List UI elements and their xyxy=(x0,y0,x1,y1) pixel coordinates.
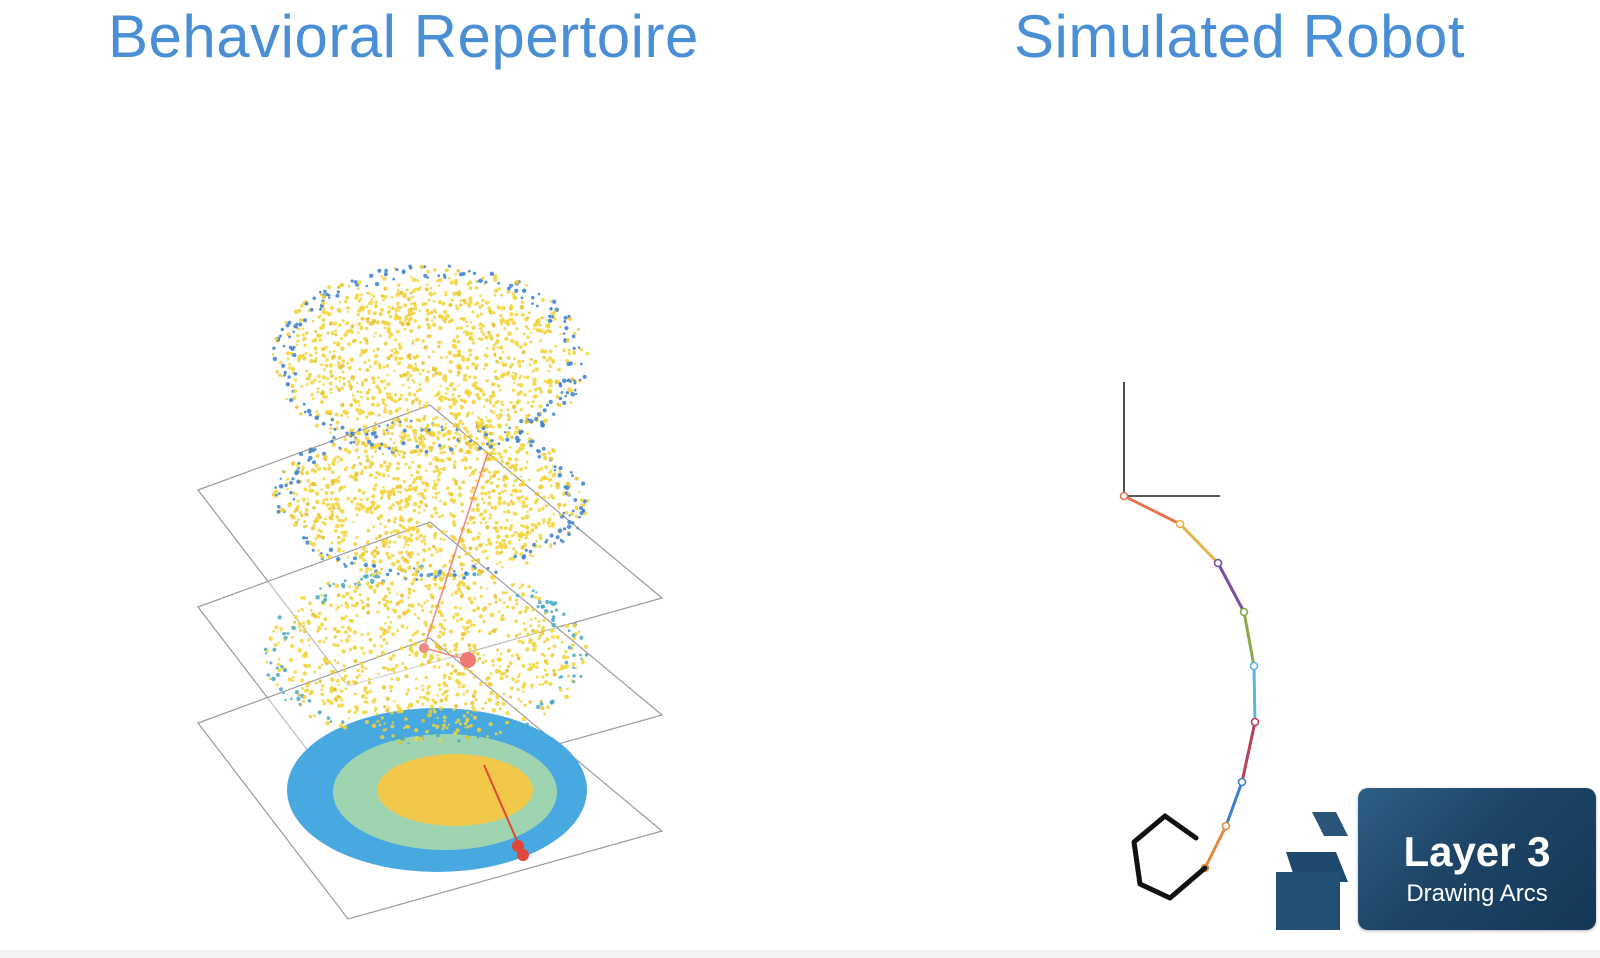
point-cloud xyxy=(263,264,590,872)
simulated-robot-title: Simulated Robot xyxy=(1014,3,1466,70)
trajectory-point xyxy=(512,840,524,852)
lower-disc-core xyxy=(377,754,533,826)
arm-segment xyxy=(1242,610,1256,668)
trajectory-point xyxy=(517,849,529,861)
arm-segment xyxy=(1216,561,1246,614)
arm-segment xyxy=(1203,824,1228,870)
robot-base-axes xyxy=(1123,382,1220,497)
arm-joint xyxy=(1249,661,1259,671)
arm-joint xyxy=(1221,821,1231,831)
stacked-blocks-logo-icon xyxy=(1276,812,1348,930)
top-cylinder-points xyxy=(271,264,590,455)
trajectory-line-upper xyxy=(423,451,489,649)
arm-segment xyxy=(1240,720,1257,784)
arm-segment xyxy=(1252,664,1257,724)
arm-joint xyxy=(1213,558,1223,568)
trajectory xyxy=(419,451,529,861)
drawn-shape xyxy=(1131,813,1208,901)
arm-segment xyxy=(1122,494,1182,526)
arm-joint xyxy=(1237,777,1247,787)
arm-joint xyxy=(1239,607,1249,617)
middle-disc-points xyxy=(263,563,589,745)
arm-segment xyxy=(1224,780,1244,828)
behavioral-repertoire-title: Behavioral Repertoire xyxy=(108,3,699,70)
arm-joint xyxy=(1175,519,1185,529)
robot-end-effector xyxy=(1131,813,1208,901)
arm-joint xyxy=(1119,491,1129,501)
trajectory-point xyxy=(419,643,429,653)
layer-badge: Layer 3 Drawing Arcs xyxy=(1358,788,1596,930)
trajectory-point xyxy=(460,652,476,668)
trajectory-line-lower xyxy=(483,764,523,853)
arm-joint xyxy=(1250,717,1260,727)
bottom-strip xyxy=(0,950,1600,958)
robot-arm xyxy=(1119,491,1260,873)
behavioral-repertoire-plot xyxy=(197,264,664,920)
arm-segment xyxy=(1178,522,1220,565)
badge-title: Layer 3 xyxy=(1403,828,1551,875)
arm-joint xyxy=(1200,863,1210,873)
badge-subtitle: Drawing Arcs xyxy=(1406,880,1548,907)
